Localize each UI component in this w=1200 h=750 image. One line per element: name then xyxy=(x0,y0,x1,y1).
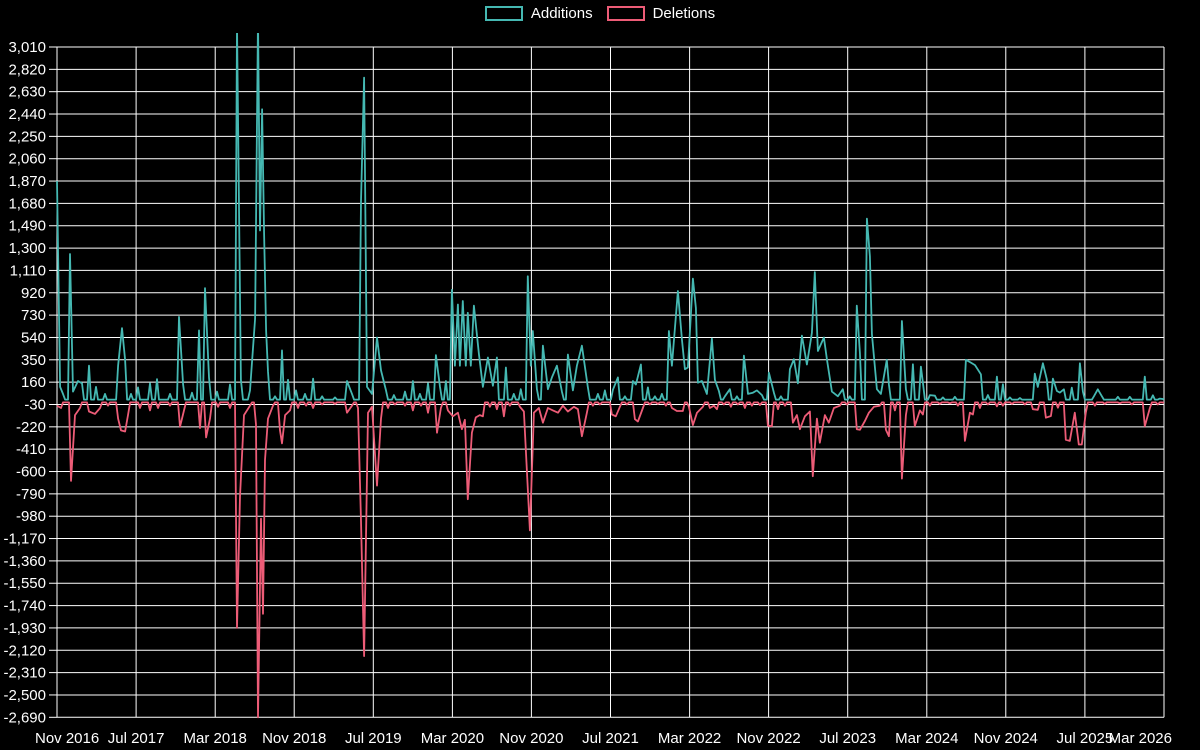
y-axis-label: 350 xyxy=(21,352,46,369)
y-axis-label: 3,010 xyxy=(8,39,46,56)
y-axis-label: -220 xyxy=(16,419,46,436)
y-axis-label: 1,870 xyxy=(8,173,46,190)
x-axis-label: Nov 2016 xyxy=(35,730,99,747)
y-axis-label: -600 xyxy=(16,464,46,481)
y-axis-label: 2,060 xyxy=(8,151,46,168)
x-axis-label: Mar 2020 xyxy=(421,730,484,747)
legend-label-additions: Additions xyxy=(530,5,593,22)
y-axis-label: 2,630 xyxy=(8,84,46,101)
y-axis-label: 1,490 xyxy=(8,218,46,235)
y-axis-label: 1,110 xyxy=(10,262,46,279)
y-axis-label: 2,820 xyxy=(8,61,46,78)
y-axis-label: -30 xyxy=(24,396,46,413)
x-axis-label: Nov 2022 xyxy=(736,730,800,747)
x-axis-label: Nov 2020 xyxy=(499,730,563,747)
x-axis-label: Jul 2017 xyxy=(108,730,165,747)
y-axis-label: 160 xyxy=(21,374,46,391)
y-axis-label: 1,680 xyxy=(8,195,46,212)
x-axis-label: Jul 2025 xyxy=(1057,730,1114,747)
y-axis-label: -1,550 xyxy=(3,575,46,592)
additions-swatch-icon xyxy=(484,6,523,21)
y-axis-label: 1,300 xyxy=(8,240,46,257)
y-axis-label: -980 xyxy=(16,508,46,525)
x-axis-label: Mar 2022 xyxy=(658,730,721,747)
deletions-swatch-icon xyxy=(606,6,645,21)
legend-item-additions[interactable]: Additions xyxy=(484,5,593,22)
legend: Additions Deletions xyxy=(0,6,1200,21)
legend-label-deletions: Deletions xyxy=(652,5,716,22)
x-axis-label: Nov 2024 xyxy=(974,730,1038,747)
y-axis-label: -1,930 xyxy=(3,620,46,637)
y-axis-label: -410 xyxy=(16,441,46,458)
y-axis-label: -2,120 xyxy=(3,642,46,659)
y-axis-label: -2,690 xyxy=(3,709,46,726)
y-axis-label: -2,310 xyxy=(3,665,46,682)
x-axis-label: Jul 2021 xyxy=(582,730,639,747)
x-axis-label: Jul 2023 xyxy=(819,730,876,747)
y-axis-label: -1,170 xyxy=(3,531,46,548)
y-axis-label: -1,360 xyxy=(3,553,46,570)
x-axis-label: Nov 2018 xyxy=(262,730,326,747)
additions-line xyxy=(56,33,1165,401)
y-axis-label: 920 xyxy=(21,285,46,302)
y-axis-label: 540 xyxy=(21,329,46,346)
y-axis-label: 730 xyxy=(21,307,46,324)
y-axis-label: -790 xyxy=(16,486,46,503)
y-axis-label: 2,440 xyxy=(8,106,46,123)
deletions-line xyxy=(56,401,1165,719)
y-axis-label: -2,500 xyxy=(3,687,46,704)
x-axis-label: Mar 2024 xyxy=(895,730,958,747)
legend-item-deletions[interactable]: Deletions xyxy=(606,5,716,22)
x-axis-label: Jul 2019 xyxy=(345,730,402,747)
y-axis-label: 2,250 xyxy=(8,128,46,145)
x-axis-label: Mar 2026 xyxy=(1109,730,1172,747)
y-axis-label: -1,740 xyxy=(3,598,46,615)
x-axis-label: Mar 2018 xyxy=(184,730,247,747)
